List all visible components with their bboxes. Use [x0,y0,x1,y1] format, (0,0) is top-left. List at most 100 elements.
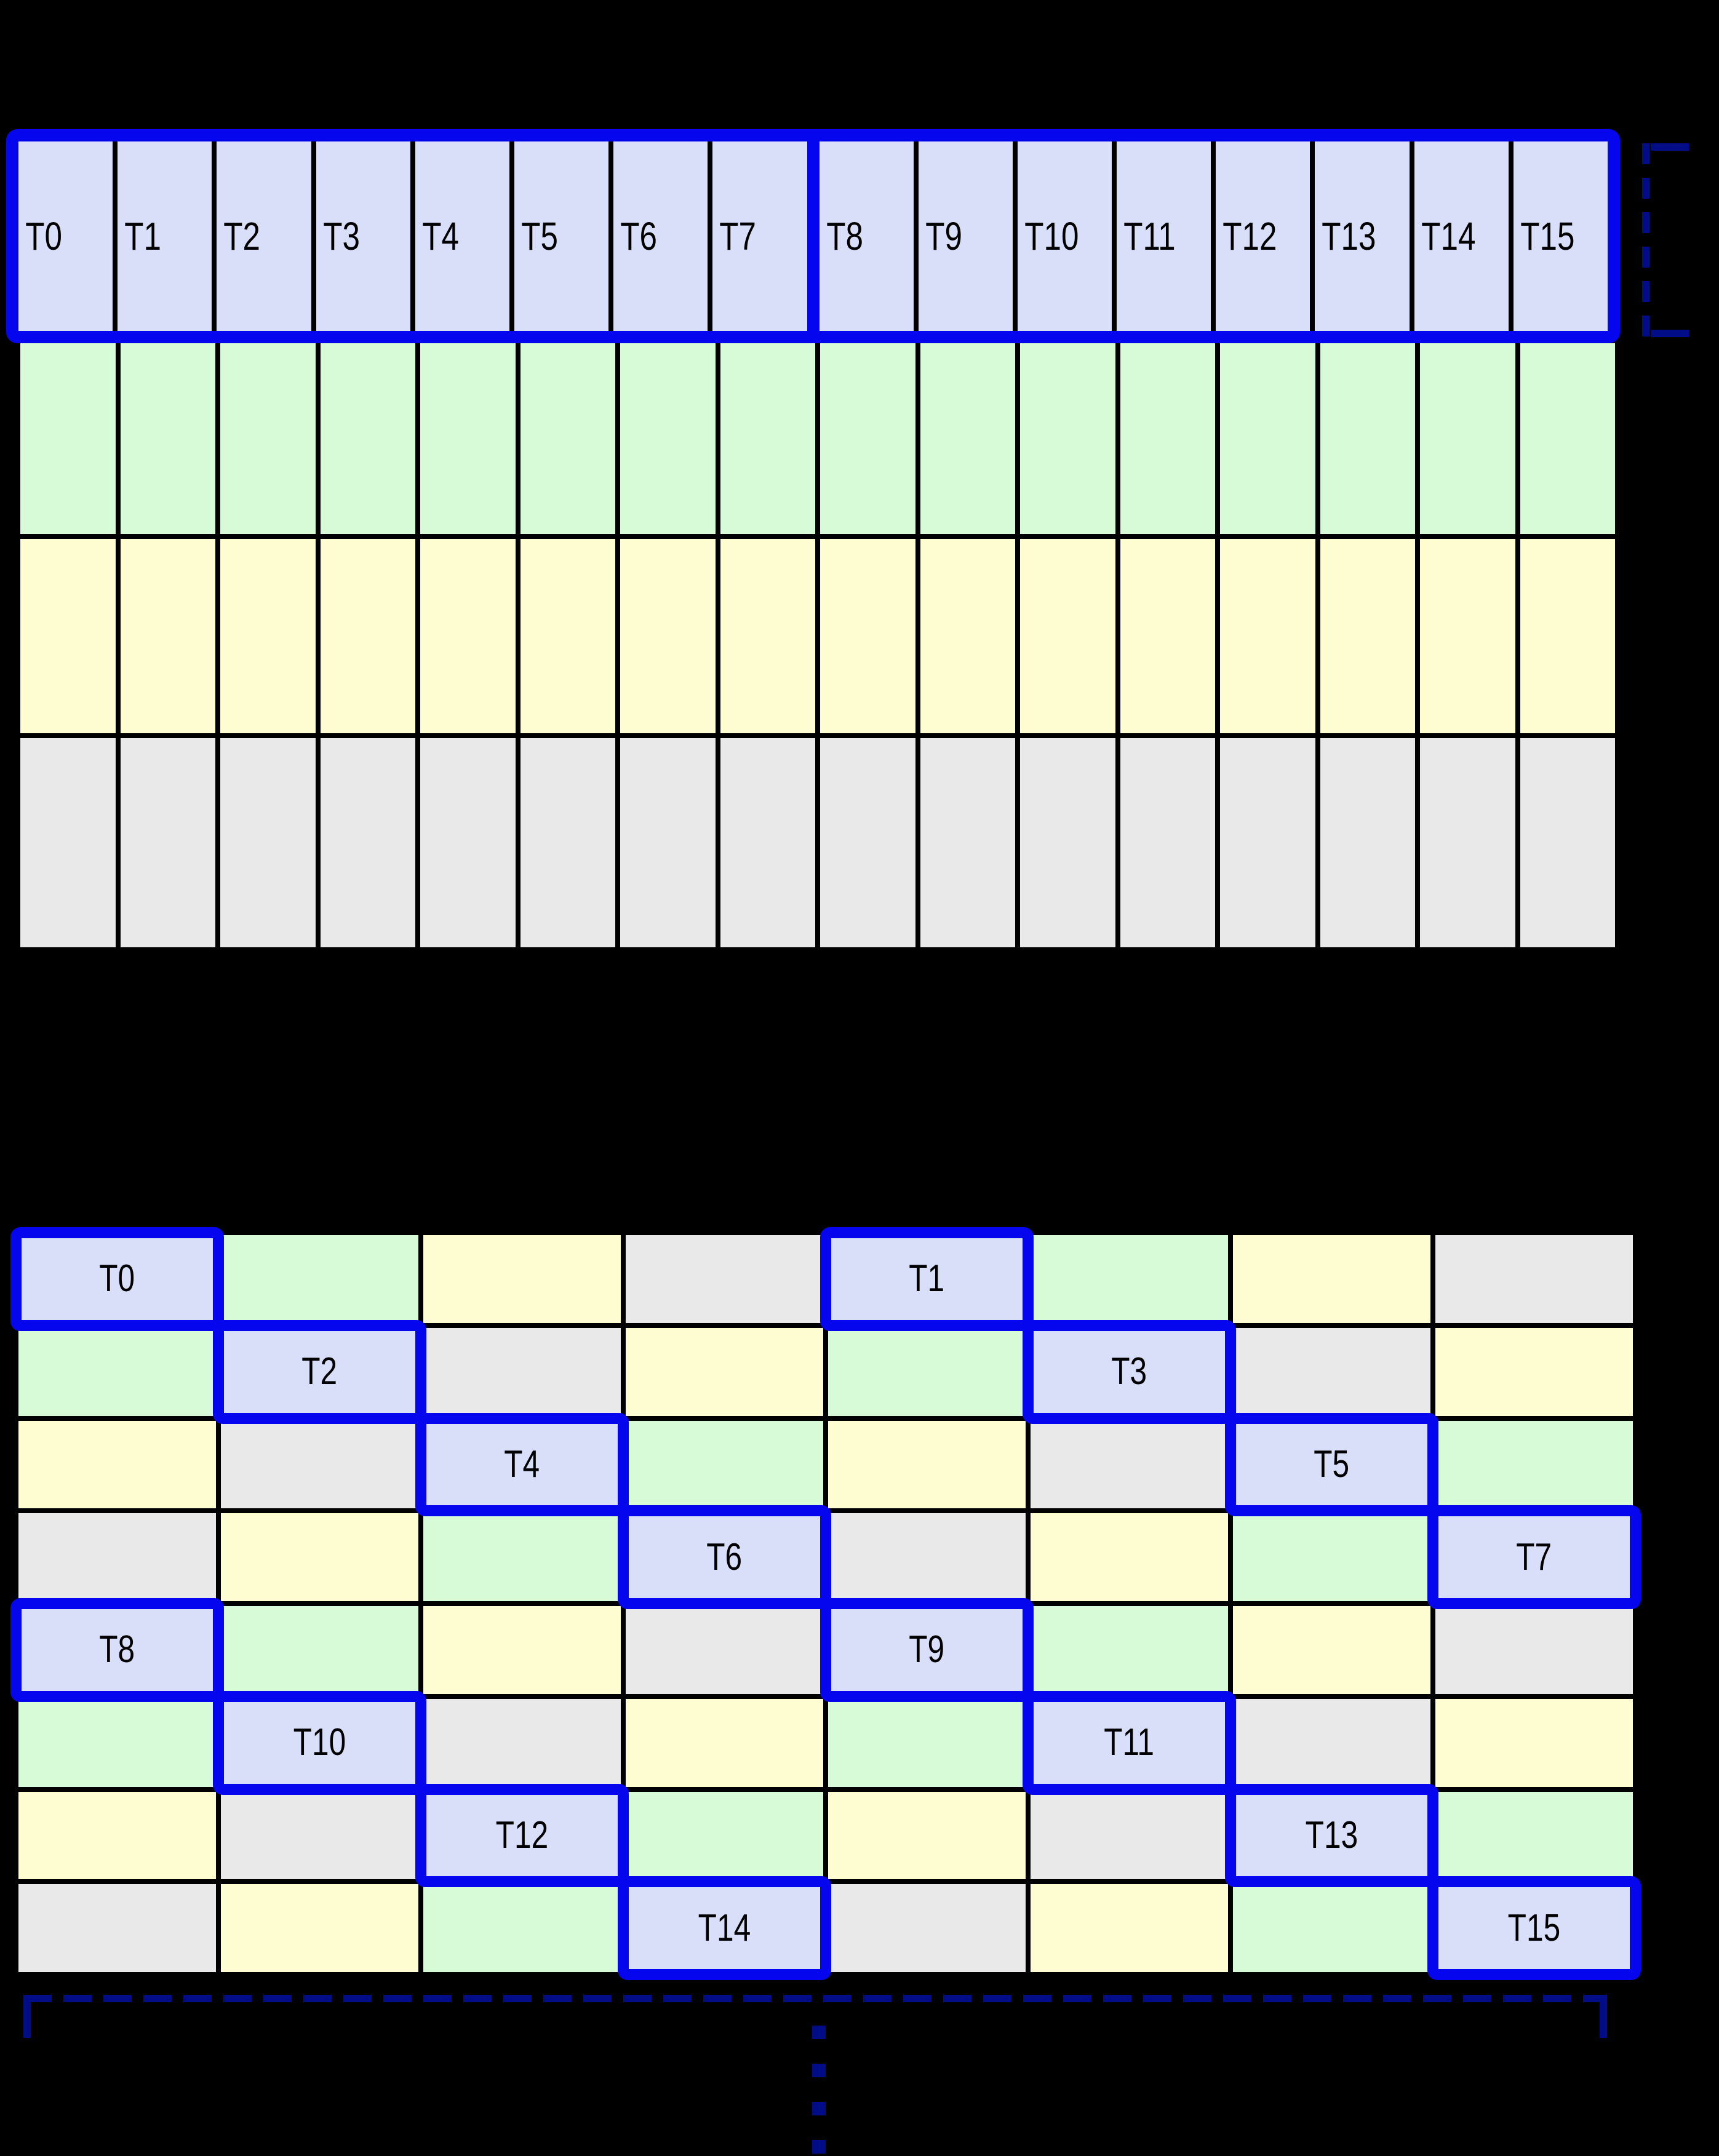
grid2-memory-cell-gray [18,1884,216,1972]
ellipsis-dot [812,2140,826,2154]
grid1-memory-cell-green [920,343,1015,534]
grid2-memory-cell-green [1233,1513,1430,1601]
grid2-memory-cell-yellow [18,1791,216,1880]
thread-label: T14 [1421,214,1476,258]
grid1-memory-cell-gray [520,738,615,947]
grid2-memory-cell-green [18,1327,216,1416]
grid1-memory-cell-green [1420,343,1515,534]
grid2-memory-cell-green [828,1327,1026,1416]
ellipsis-dot [812,2064,826,2077]
grid1-memory-cell-green [320,343,415,534]
grid1-thread-cell-T2: T2 [212,141,311,331]
grid2-strided-access: T0 T1 T2 T3 T4 T5 T6 T7 T8 T9 T10 T11 T12 T13 T14 T15 [10,1227,1641,1980]
grid1-thread-cell-T10: T10 [1012,141,1112,331]
grid2-memory-cell-gray [423,1698,621,1787]
grid2-thread-cell-T4: T4 [415,1412,629,1516]
grid1-memory-cell-green [520,343,615,534]
grid2-memory-cell-yellow [1435,1698,1633,1787]
grid2-thread-cell-T0: T0 [10,1227,224,1331]
span-bracket-left-tick [23,1995,31,2038]
grid1-thread-cell-T14: T14 [1409,141,1509,331]
thread-label: T10 [293,1721,346,1764]
grid1-memory-cell-green [1220,343,1315,534]
grid2-memory-cell-yellow [423,1606,621,1694]
grid1-thread-row: T0 T1 T2 T3 T4 T5 T6 T7 T8 T9 T10 T11 T12 T13 T14 T15 [6,129,1620,343]
grid1-memory-cell-gray [1220,738,1315,947]
thread-label: T8 [99,1628,135,1671]
grid1-memory-cell-yellow [1320,539,1415,733]
grid1-thread-cell-T11: T11 [1112,141,1211,331]
grid1-thread-cell-T0: T0 [18,141,113,331]
bracket-vertical-dashed-line [1642,143,1649,337]
grid1-memory-cell-gray [220,738,316,947]
thread-label: T14 [698,1906,751,1949]
grid1-memory-rows [15,343,1620,952]
grid1-thread-cell-T9: T9 [913,141,1013,331]
thread-label: T9 [925,214,962,258]
grid2-memory-cell-green [828,1698,1026,1787]
grid1-memory-cell-green [1320,343,1415,534]
grid2-memory-cell-yellow [1435,1327,1633,1416]
grid2-memory-cell-yellow [423,1235,621,1323]
grid1-memory-cell-gray [620,738,716,947]
ellipsis-dot [812,2102,826,2115]
grid2-memory-cell-gray [423,1327,621,1416]
grid1-memory-cell-yellow [1520,539,1615,733]
grid2-memory-cell-green [221,1235,418,1323]
thread-label: T0 [99,1257,135,1300]
grid2-memory-cell-gray [1435,1235,1633,1323]
thread-row-bracket [1642,143,1690,337]
grid2-memory-cell-gray [18,1513,216,1601]
grid1-memory-cell-yellow [220,539,316,733]
grid2-memory-cell-yellow [626,1327,823,1416]
grid2-memory-cell-green [1435,1791,1633,1880]
thread-label: T12 [495,1813,549,1856]
grid2-thread-cell-T6: T6 [618,1505,831,1609]
grid2-thread-cell-T14: T14 [618,1876,831,1980]
grid2-memory-cell-yellow [221,1513,418,1601]
thread-label: T2 [301,1350,338,1393]
grid1-thread-cell-T12: T12 [1211,141,1310,331]
grid2-memory-cell-gray [221,1791,418,1880]
thread-label: T5 [521,214,558,258]
grid1-memory-cell-gray [420,738,516,947]
grid2-memory-cell-green [1435,1420,1633,1509]
grid1-memory-cell-gray [1020,738,1115,947]
grid1-memory-cell-yellow [620,539,716,733]
thread-label: T4 [504,1442,540,1486]
grid2-thread-cell-T9: T9 [820,1598,1034,1702]
grid1-thread-cell-T7: T7 [708,141,807,331]
grid2-thread-cell-T1: T1 [820,1227,1034,1331]
thread-label: T4 [421,214,459,258]
grid2-memory-cell-green [18,1698,216,1787]
thread-label: T7 [1516,1535,1552,1578]
grid2-memory-cell-gray [1031,1420,1228,1509]
bracket-top-arm [1651,143,1689,151]
span-bracket-right-tick [1600,1995,1607,2038]
memory-span-bracket [23,1995,1607,2038]
thread-label: T1 [909,1257,945,1300]
grid2-memory-cell-yellow [1233,1235,1430,1323]
grid1-memory-cell-yellow [720,539,815,733]
thread-label: T13 [1305,1813,1358,1856]
thread-label: T6 [706,1535,743,1578]
grid2-thread-cell-T7: T7 [1427,1505,1641,1609]
thread-label: T11 [1123,214,1176,258]
grid2-memory-cell-yellow [1233,1606,1430,1694]
grid1-memory-cell-gray [720,738,815,947]
grid2-memory-cell-green [423,1513,621,1601]
grid2-memory-cell-green [626,1791,823,1880]
thread-label: T7 [719,214,757,258]
grid2-memory-cell-gray [626,1235,823,1323]
grid1-memory-cell-gray [1520,738,1615,947]
grid1-thread-cell-T4: T4 [410,141,509,331]
grid1-memory-cell-green [620,343,716,534]
grid2-memory-cell-gray [1435,1606,1633,1694]
grid2-thread-cell-T5: T5 [1225,1412,1438,1516]
grid2-thread-cell-T8: T8 [10,1598,224,1702]
thread-label: T5 [1314,1442,1350,1486]
grid1-memory-cell-yellow [1420,539,1515,733]
grid2-memory-cell-green [626,1420,823,1509]
grid2-memory-cell-green [423,1884,621,1972]
grid1-memory-cell-green [1020,343,1115,534]
